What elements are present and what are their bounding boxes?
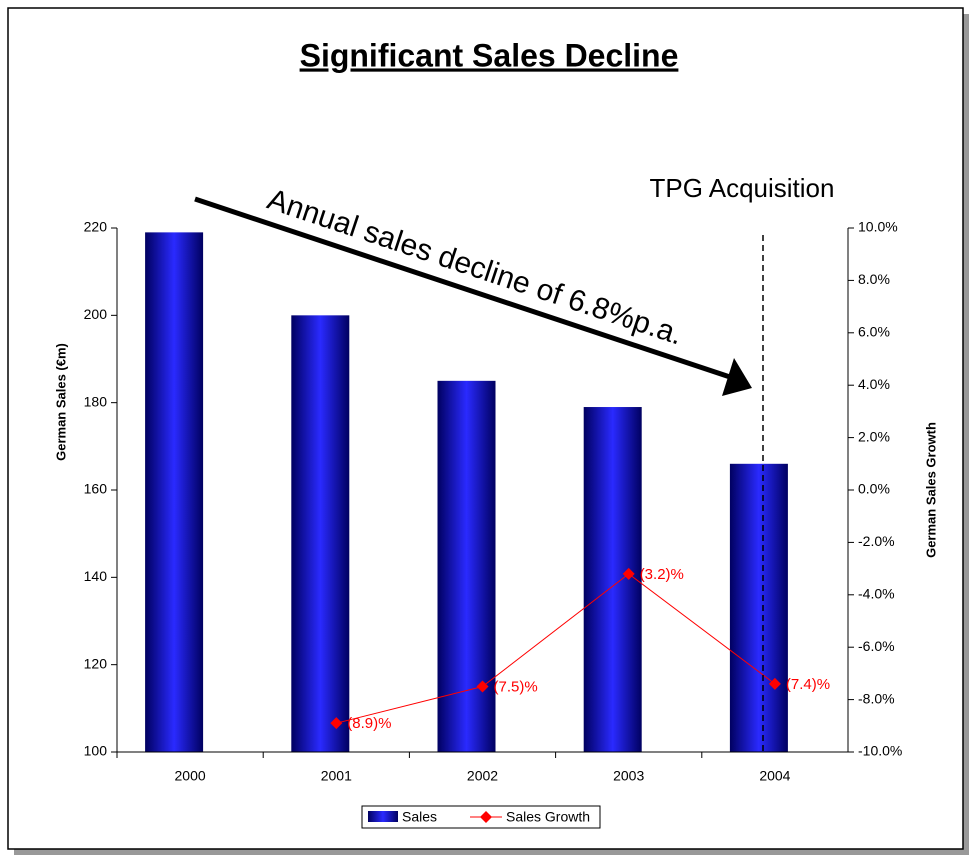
annotation: TPG Acquisition: [650, 173, 835, 203]
legend-label: Sales: [402, 809, 437, 825]
bar: [145, 232, 204, 752]
data-label: (7.4)%: [786, 676, 830, 693]
x-tick-label: 2000: [175, 768, 206, 784]
arrow-head: [722, 358, 752, 396]
x-tick-label: 2003: [613, 768, 644, 784]
marker: [476, 680, 489, 693]
chart-title: Significant Sales Decline: [300, 37, 679, 73]
x-tick-label: 2004: [759, 768, 790, 784]
y2-tick-label: 2.0%: [858, 428, 890, 444]
y2-tick-label: -2.0%: [858, 533, 895, 549]
y-tick-label: 140: [84, 568, 108, 584]
marker: [330, 717, 343, 730]
bar: [729, 463, 788, 752]
x-tick-label: 2002: [467, 768, 498, 784]
y2-tick-label: -10.0%: [858, 743, 902, 759]
y2-tick-label: 6.0%: [858, 324, 890, 340]
y-tick-label: 220: [84, 219, 108, 235]
y-tick-label: 120: [84, 655, 108, 671]
bar: [291, 315, 350, 752]
data-label: (3.2)%: [640, 566, 684, 583]
y-tick-label: 100: [84, 743, 108, 759]
y2-tick-label: 4.0%: [858, 376, 890, 392]
trend-arrow: [194, 196, 731, 380]
marker: [622, 567, 635, 580]
y-tick-label: 180: [84, 393, 108, 409]
y2-tick-label: 8.0%: [858, 271, 890, 287]
bar: [583, 407, 642, 752]
y-tick-label: 160: [84, 481, 108, 497]
data-label: (8.9)%: [347, 715, 391, 732]
x-tick-label: 2001: [321, 768, 352, 784]
y-tick-label: 200: [84, 306, 108, 322]
legend-swatch: [368, 811, 398, 822]
line: [336, 573, 776, 724]
y2-tick-label: 0.0%: [858, 481, 890, 497]
legend-marker: [480, 811, 492, 823]
y2-tick-label: 10.0%: [858, 219, 898, 235]
y2-tick-label: -6.0%: [858, 638, 895, 654]
data-label: (7.5)%: [494, 678, 538, 695]
y2-tick-label: -8.0%: [858, 690, 895, 706]
y2-tick-label: -4.0%: [858, 586, 895, 602]
y2-axis-label: German Sales Growth: [923, 422, 938, 558]
marker: [768, 677, 781, 690]
y-axis-label: German Sales (€m): [53, 343, 68, 461]
bar: [437, 380, 496, 752]
legend-label: Sales Growth: [506, 809, 590, 825]
